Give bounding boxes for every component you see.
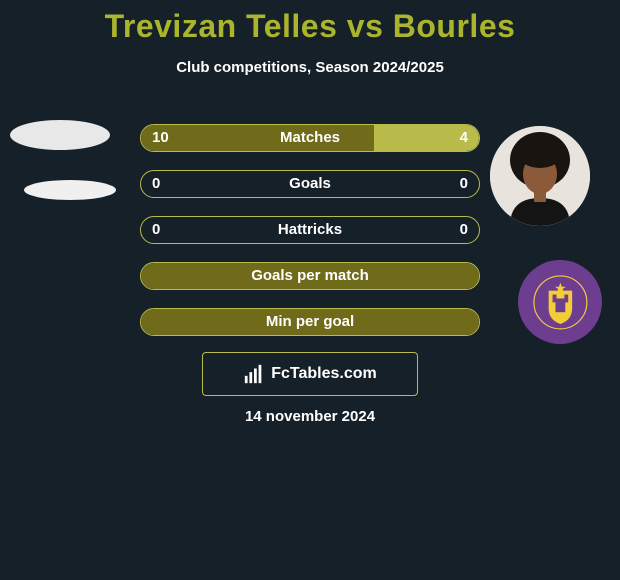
page-title: Trevizan Telles vs Bourles <box>0 0 620 45</box>
bar-value-right: 0 <box>460 170 468 198</box>
player-right-avatar <box>490 126 590 226</box>
club-left-badge <box>24 180 116 200</box>
bar-row: Matches10 4 <box>140 124 480 152</box>
branding-text: FcTables.com <box>271 365 377 383</box>
bar-label: Hattricks <box>140 216 480 244</box>
page-subtitle: Club competitions, Season 2024/2025 <box>0 59 620 76</box>
bar-row: Hattricks0 0 <box>140 216 480 244</box>
bar-row: Goals per match <box>140 262 480 290</box>
chart-icon <box>243 363 265 385</box>
branding-box: FcTables.com <box>202 352 418 396</box>
bar-row: Min per goal <box>140 308 480 336</box>
club-right-badge <box>518 260 602 344</box>
bar-value-left: 0 <box>152 170 160 198</box>
bar-label: Matches <box>140 124 480 152</box>
comparison-bars: Matches104Goals00Hattricks00Goals per ma… <box>140 124 480 354</box>
bar-value-right: 4 <box>460 124 468 152</box>
bar-row: Goals0 0 <box>140 170 480 198</box>
bar-value-left: 10 <box>152 124 169 152</box>
bar-value-right: 0 <box>460 216 468 244</box>
bar-value-left: 0 <box>152 216 160 244</box>
bar-label: Goals <box>140 170 480 198</box>
player-left-avatar <box>10 120 110 150</box>
date-line: 14 november 2024 <box>0 408 620 425</box>
bar-label: Min per goal <box>140 308 480 336</box>
bar-label: Goals per match <box>140 262 480 290</box>
